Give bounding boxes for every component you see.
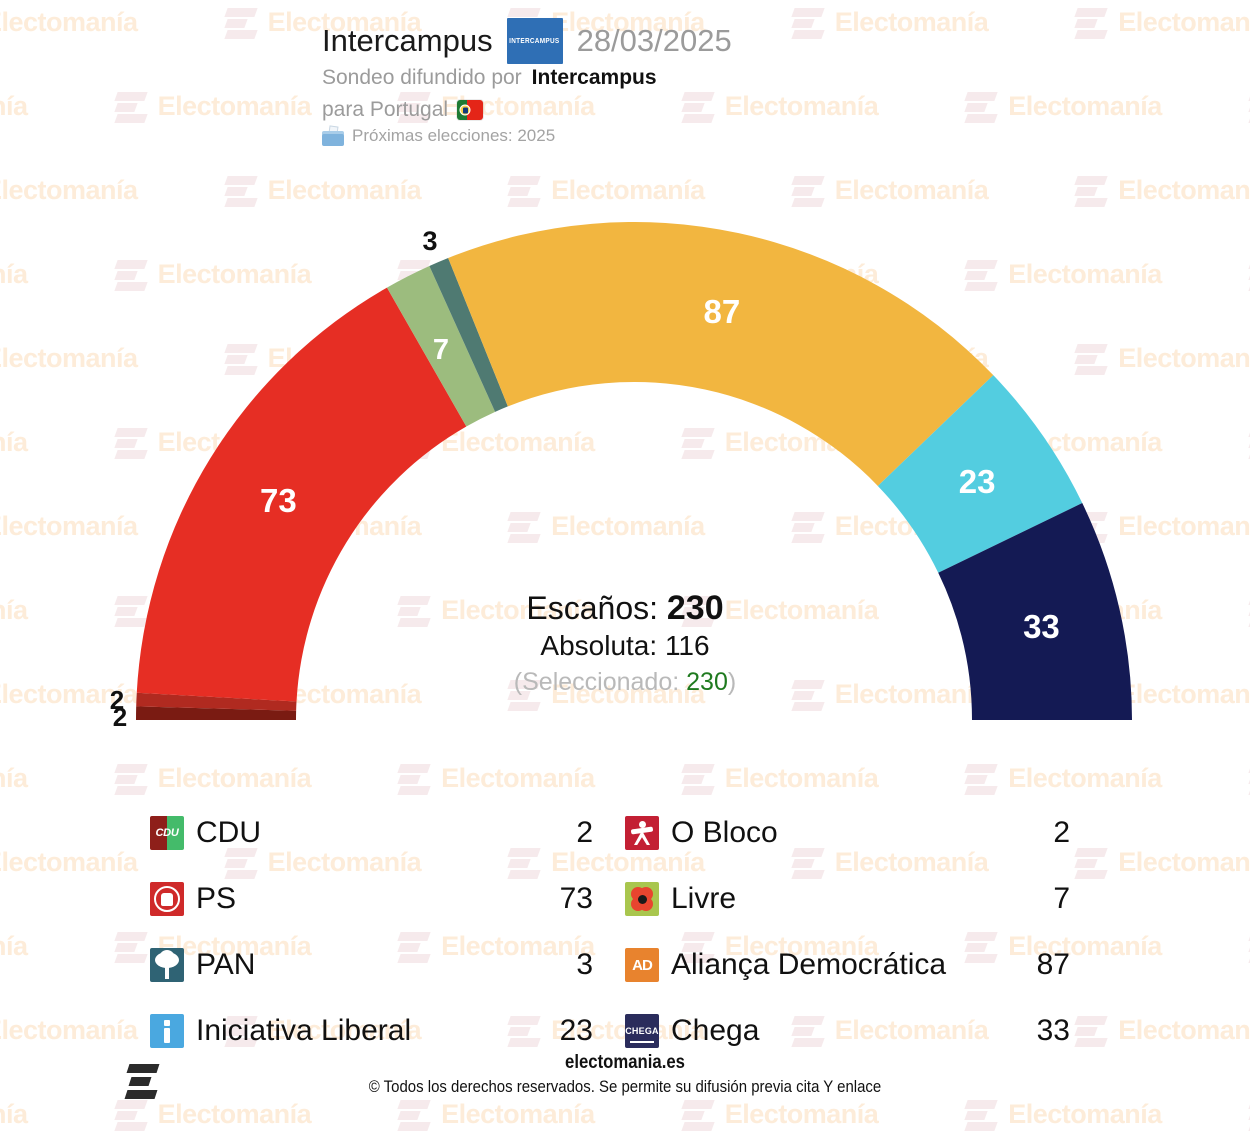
watermark-text: Electomanía: [0, 1098, 28, 1129]
party-name: O Bloco: [671, 816, 778, 849]
party-seats: 23: [559, 1014, 593, 1047]
arc-segment-aliança-democrática[interactable]: [448, 222, 994, 486]
arc-segment-iniciativa-liberal[interactable]: [877, 375, 1083, 573]
footer-rights: © Todos los derechos reservados. Se perm…: [368, 1077, 882, 1096]
electomania-watermark-icon: [681, 1097, 715, 1131]
flag-emblem: [459, 104, 471, 116]
for-country-label: para Portugal: [322, 98, 449, 121]
poll-date: 28/03/2025: [576, 23, 732, 58]
absolute-majority-value: 116: [664, 630, 710, 662]
footer: electomania.es © Todos los derechos rese…: [0, 1052, 1250, 1099]
diffused-by-value: Intercampus: [531, 66, 657, 89]
party-name: Livre: [671, 882, 737, 915]
watermark-text: Electomanía: [1008, 1098, 1162, 1129]
electomania-watermark-icon: [964, 1097, 998, 1131]
watermark-item: Electomanía: [397, 1097, 595, 1131]
party-seats: 73: [559, 882, 593, 915]
party-name: Chega: [671, 1014, 760, 1047]
arc-segment-group: [136, 222, 1132, 720]
ps-logo-icon: [150, 882, 184, 916]
total-seats-value: 230: [666, 589, 724, 627]
party-seats: 87: [1036, 948, 1070, 981]
party-seats: 3: [576, 948, 593, 981]
arc-label-o-bloco: 2: [113, 702, 127, 732]
party-name: Iniciativa Liberal: [196, 1014, 412, 1047]
arc-label-livre: 7: [433, 334, 449, 366]
intercampus-logo-text: INTERCAMPUS: [509, 37, 560, 45]
il-logo-icon: [150, 1014, 184, 1048]
legend-row[interactable]: Livre 7: [625, 866, 1070, 932]
arc-label-chega: 33: [1023, 608, 1060, 645]
diffused-by-label: Sondeo difundido por: [322, 66, 522, 89]
legend-row[interactable]: CDU CDU 2: [150, 800, 593, 866]
ballot-lid: [322, 131, 344, 136]
legend-row[interactable]: PAN 3: [150, 932, 593, 998]
livre-logo-icon: [625, 882, 659, 916]
header-title-line: Intercampus INTERCAMPUS 28/03/2025: [322, 18, 732, 64]
header-country-line: para Portugal: [322, 98, 485, 122]
party-seats: 7: [1053, 882, 1070, 915]
absolute-majority-line: Absoluta: 116: [0, 628, 1250, 664]
party-seats: 2: [576, 816, 593, 849]
footer-text: electomania.es © Todos los derechos rese…: [0, 1052, 1250, 1097]
footer-site: electomania.es: [565, 1052, 685, 1073]
selected-suffix: ): [727, 667, 737, 696]
portugal-flag-icon: [456, 99, 485, 121]
intercampus-logo-icon: INTERCAMPUS: [506, 18, 563, 64]
pan-logo-icon: [150, 948, 184, 982]
watermark-item: Electomanía: [681, 1097, 879, 1131]
legend-column-right: O Bloco 2 Livre 7 AD Aliança Democrática 87 CHE…: [625, 800, 1100, 1064]
party-name: PAN: [196, 948, 256, 981]
watermark-item: Electomanía: [964, 1097, 1162, 1131]
chega-logo-icon: CHEGA: [625, 1014, 659, 1048]
ballot-body: [322, 134, 344, 146]
legend-row[interactable]: O Bloco 2: [625, 800, 1070, 866]
selected-prefix: (Seleccionado:: [513, 667, 680, 696]
pollster-name: Intercampus: [322, 23, 493, 58]
bloco-logo-icon: [625, 816, 659, 850]
total-seats-label: Escaños:: [526, 590, 658, 626]
arc-segment-ps[interactable]: [136, 287, 467, 702]
arc-label-pan: 3: [422, 226, 437, 256]
legend-column-left: CDU CDU 2 PS 73 PAN 3 Iniciativa Liberal 23: [150, 800, 625, 1064]
watermark-text: Electomanía: [724, 1098, 879, 1129]
legend-row[interactable]: PS 73: [150, 866, 593, 932]
header-next-elections-line: Próximas elecciones: 2025: [322, 125, 556, 146]
watermark-item: Electomanía: [0, 1097, 28, 1131]
cdu-logo-icon: CDU: [150, 816, 184, 850]
arc-segment-chega[interactable]: [938, 503, 1132, 720]
arc-label-iniciativa-liberal: 23: [959, 463, 996, 500]
electomania-watermark-icon: [397, 1097, 431, 1131]
ballot-box-icon: [322, 125, 344, 146]
party-legend: CDU CDU 2 PS 73 PAN 3 Iniciativa Liberal 23 O Bl…: [0, 800, 1250, 1064]
party-name: PS: [196, 882, 237, 915]
party-name: CDU: [196, 816, 261, 849]
watermark-text: Electomanía: [157, 1098, 312, 1129]
party-name: Aliança Democrática: [671, 948, 947, 981]
hemicycle-chart: 2 2 73 7 3 87 23 33: [110, 222, 1132, 732]
arc-segment-pan[interactable]: [429, 257, 508, 412]
selected-seats-value: 230: [686, 667, 728, 696]
party-seats: 2: [1053, 816, 1070, 849]
arc-label-cdu: 2: [110, 685, 124, 715]
arc-label-aliança-democrática: 87: [703, 293, 740, 330]
arc-label-ps: 73: [260, 482, 297, 519]
flag-red-band: [467, 100, 484, 120]
watermark-text: Electomanía: [441, 1098, 595, 1129]
next-elections-label: Próximas elecciones: 2025: [352, 126, 556, 145]
center-totals: Escaños: 230 Absoluta: 116 (Seleccionado…: [0, 588, 1250, 700]
absolute-majority-label: Absoluta:: [540, 630, 658, 662]
selected-seats-line: (Seleccionado: 230): [0, 665, 1250, 700]
header-diffused-line: Sondeo difundido por Intercampus: [322, 66, 657, 90]
ad-logo-icon: AD: [625, 948, 659, 982]
legend-row[interactable]: CHEGA Chega 33: [625, 998, 1070, 1064]
legend-row[interactable]: AD Aliança Democrática 87: [625, 932, 1070, 998]
party-seats: 33: [1036, 1014, 1070, 1047]
total-seats-line: Escaños: 230: [0, 588, 1250, 628]
arc-segment-livre[interactable]: [386, 265, 496, 427]
